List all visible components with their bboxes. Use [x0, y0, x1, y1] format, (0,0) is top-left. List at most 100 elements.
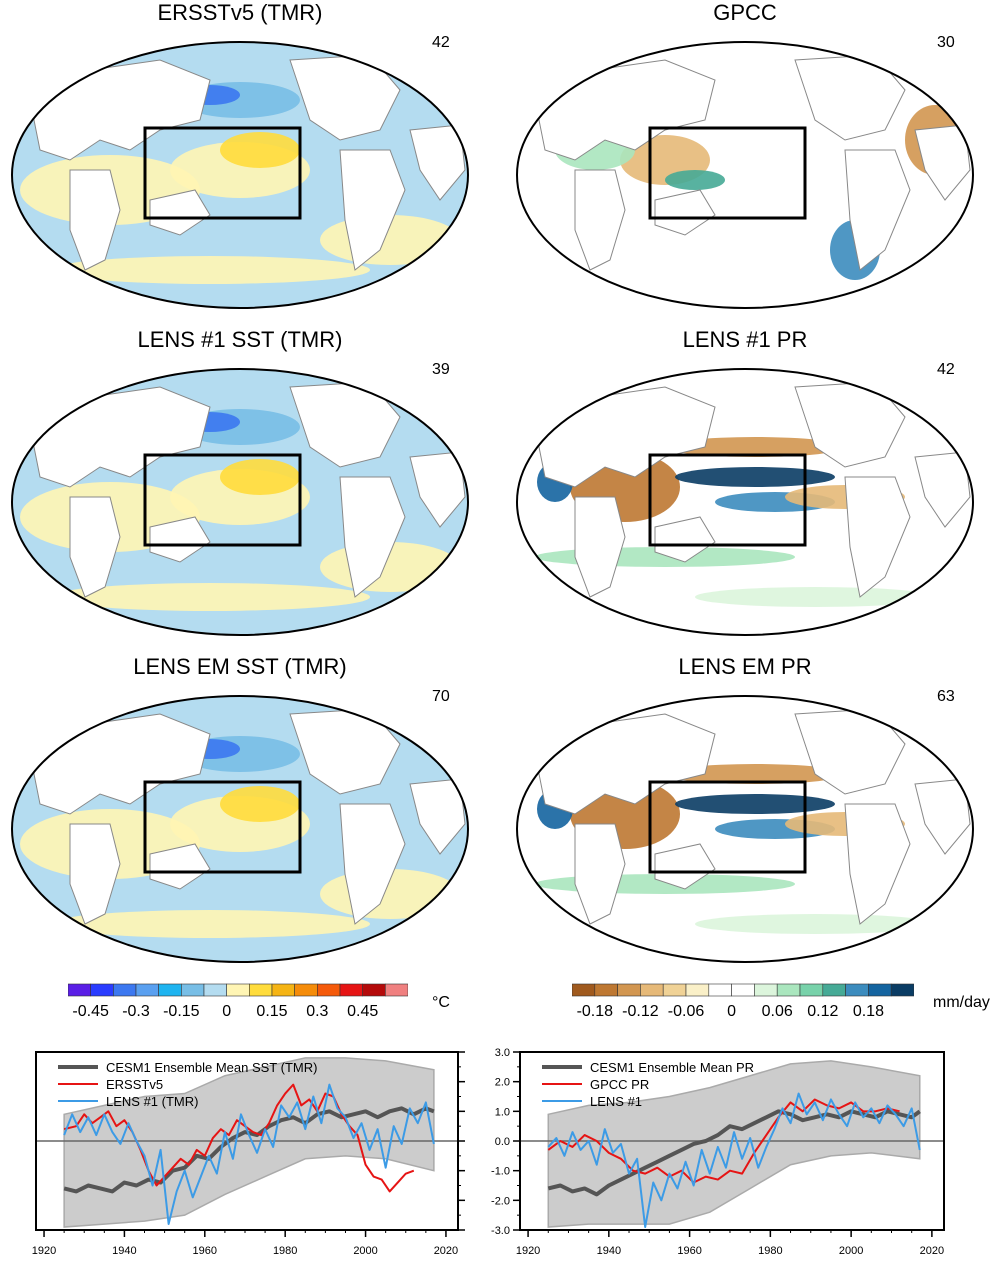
colorbar-label: -0.15: [163, 1003, 200, 1020]
x-tick-label: 1920: [32, 1245, 56, 1257]
colorbar-swatch: [617, 983, 641, 997]
colorbar-swatch: [776, 983, 801, 997]
legend-label: LENS #1: [590, 1094, 642, 1109]
x-tick-label: 2000: [353, 1245, 377, 1257]
map-pattern-correlation: 30: [937, 34, 955, 51]
series-line-0: [63, 1106, 435, 1194]
colorbar-swatch: [90, 983, 114, 997]
map-lens1pr: [516, 368, 974, 636]
colorbar-swatch: [662, 983, 687, 997]
legend-label: GPCC PR: [590, 1077, 649, 1092]
y-tick-label: 0.0: [495, 1136, 510, 1148]
region-box: [648, 453, 807, 547]
sst-timeseries-chart: 1920 1940 1960 1980 2000 2020 CESM1 Ensemble M…: [32, 1051, 465, 1257]
x-tick-label: 1960: [193, 1245, 217, 1257]
map-pattern-correlation: 63: [937, 688, 955, 705]
legend-label: CESM1 Ensemble Mean PR: [590, 1060, 754, 1075]
colorbar-label: 0.12: [807, 1003, 838, 1020]
map-pattern-correlation: 39: [432, 361, 450, 378]
map-title: LENS EM SST (TMR): [133, 654, 347, 679]
series-line-2: [63, 1083, 435, 1226]
colorbar-swatch: [181, 983, 205, 997]
colorbar-label: 0.3: [306, 1003, 328, 1020]
colorbar-swatch: [822, 983, 846, 997]
region-box: [648, 780, 807, 874]
map-title: ERSSTv5 (TMR): [157, 0, 323, 25]
legend-label: LENS #1 (TMR): [106, 1094, 198, 1109]
map-title: LENS EM PR: [678, 654, 812, 679]
series-line-1: [547, 1098, 900, 1184]
map-pattern-correlation: 70: [432, 688, 450, 705]
colorbar-label: 0.45: [347, 1003, 378, 1020]
region-box: [648, 126, 807, 220]
map-lens1sst: [11, 368, 469, 636]
colorbar-swatch: [572, 983, 596, 997]
colorbar-swatch: [135, 983, 159, 997]
colorbar-swatch: [68, 983, 91, 997]
colorbar-swatch: [754, 983, 778, 997]
colorbar-swatch: [249, 983, 273, 997]
legend-label: CESM1 Ensemble Mean SST (TMR): [106, 1060, 317, 1075]
pr-timeseries-chart: 1920 1940 1960 1980 2000 2020 3.0 2.0 1.0 0.0 -1.0…: [491, 1047, 945, 1257]
y-tick-label: 1.0: [495, 1106, 510, 1118]
map-panel-lens1pr: LENS #1 PR 42: [505, 327, 1005, 647]
colorbar-label: 0.18: [853, 1003, 884, 1020]
colorbar-label: -0.45: [72, 1003, 109, 1020]
colorbar-swatch: [868, 983, 892, 997]
x-tick-label: 1920: [516, 1245, 540, 1257]
x-tick-label: 1960: [677, 1245, 701, 1257]
sst-colorbar-unit: °C: [432, 994, 450, 1011]
map-ersst: [11, 41, 469, 309]
colorbar-label: -0.12: [622, 1003, 659, 1020]
map-panel-gpcc: GPCC 30: [505, 0, 1005, 320]
colorbar-label: -0.3: [122, 1003, 150, 1020]
y-tick-label: -2.0: [491, 1195, 510, 1207]
x-tick-label: 1940: [597, 1245, 621, 1257]
map-panel-ersst: ERSSTv5 (TMR) 42: [0, 0, 500, 320]
map-panel-lensemsst: LENS EM SST (TMR) 70: [0, 654, 500, 974]
pr-colorbar: -0.18 -0.12 -0.06 0 0.06 0.12 0.18: [572, 983, 914, 1020]
map-pattern-correlation: 42: [432, 34, 450, 51]
colorbar-swatch: [158, 983, 182, 997]
x-tick-label: 2000: [839, 1245, 863, 1257]
map-title: LENS #1 SST (TMR): [137, 327, 343, 352]
region-box: [143, 453, 302, 547]
map-pattern-correlation: 42: [937, 361, 955, 378]
x-tick-label: 2020: [434, 1245, 458, 1257]
colorbar-label: 0.15: [256, 1003, 287, 1020]
map-gpcc: [516, 41, 974, 309]
colorbar-label: -0.06: [668, 1003, 705, 1020]
map-panel-lensempr: LENS EM PR 63: [505, 654, 1005, 974]
colorbar-swatch: [385, 983, 408, 997]
map-title: GPCC: [713, 0, 777, 25]
x-tick-label: 1980: [273, 1245, 297, 1257]
colorbar-swatch: [731, 983, 755, 997]
colorbar-label: 0: [727, 1003, 736, 1020]
colorbar-swatch: [294, 983, 318, 997]
map-panel-lens1sst: LENS #1 SST (TMR) 39: [0, 327, 500, 647]
region-box: [143, 126, 302, 220]
x-tick-label: 1980: [758, 1245, 782, 1257]
legend-label: ERSSTv5: [106, 1077, 163, 1092]
y-tick-label: -1.0: [491, 1166, 510, 1178]
colorbar-swatch: [685, 983, 710, 997]
colorbar-swatch: [799, 983, 824, 997]
colorbar-swatch: [362, 983, 386, 997]
colorbar-swatch: [113, 983, 137, 997]
sst-colorbar: -0.45 -0.3 -0.15 0 0.15 0.3 0.45: [68, 983, 408, 1020]
colorbar-label: 0.06: [762, 1003, 793, 1020]
y-tick-label: 3.0: [495, 1047, 510, 1059]
colorbar-swatch: [845, 983, 869, 997]
colorbar-swatch: [226, 983, 250, 997]
y-tick-label: 2.0: [495, 1077, 510, 1089]
map-lensempr: [516, 695, 974, 963]
colorbar-swatch: [271, 983, 295, 997]
colorbar-swatch: [339, 983, 363, 997]
pr-colorbar-unit: mm/day: [933, 994, 990, 1011]
colorbar-swatch: [708, 983, 732, 997]
colorbar-swatch: [594, 983, 618, 997]
colorbar-label: 0: [222, 1003, 231, 1020]
colorbar-swatch: [890, 983, 914, 997]
colorbar-label: -0.18: [577, 1003, 614, 1020]
region-box: [143, 780, 302, 874]
